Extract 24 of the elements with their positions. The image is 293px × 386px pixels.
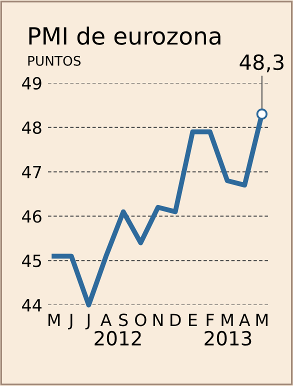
y-tick-label: 48 [22,121,42,134]
x-tick-label: D [170,314,181,326]
y-tick-label: 44 [22,299,42,312]
x-tick-label: N [153,314,163,326]
x-tick-label: O [135,314,146,326]
y-tick-label: 47 [22,166,42,178]
y-tick-label: 46 [22,210,42,223]
x-tick-label: A [239,314,250,326]
x-tick-label: F [206,314,214,326]
x-tick-label: M [222,314,233,326]
x-tick-label: J [68,314,72,330]
x-tick-label: M [48,314,60,326]
text: 2013 [204,330,252,346]
y-tick-label: 45 [22,254,41,268]
x-tick-label: A [100,314,112,326]
data-label: 48,3 [240,54,284,72]
y-axis-title: PUNTOS [28,56,81,66]
x-tick-label: S [119,314,128,326]
text: 2012 [94,330,141,346]
chart-title: PMI de eurozona [29,26,220,45]
x-tick-label: J [85,314,90,330]
x-tick-label: M [256,314,268,326]
x-tick-label: E [189,314,197,326]
y-tick-label: 49 [22,76,42,90]
